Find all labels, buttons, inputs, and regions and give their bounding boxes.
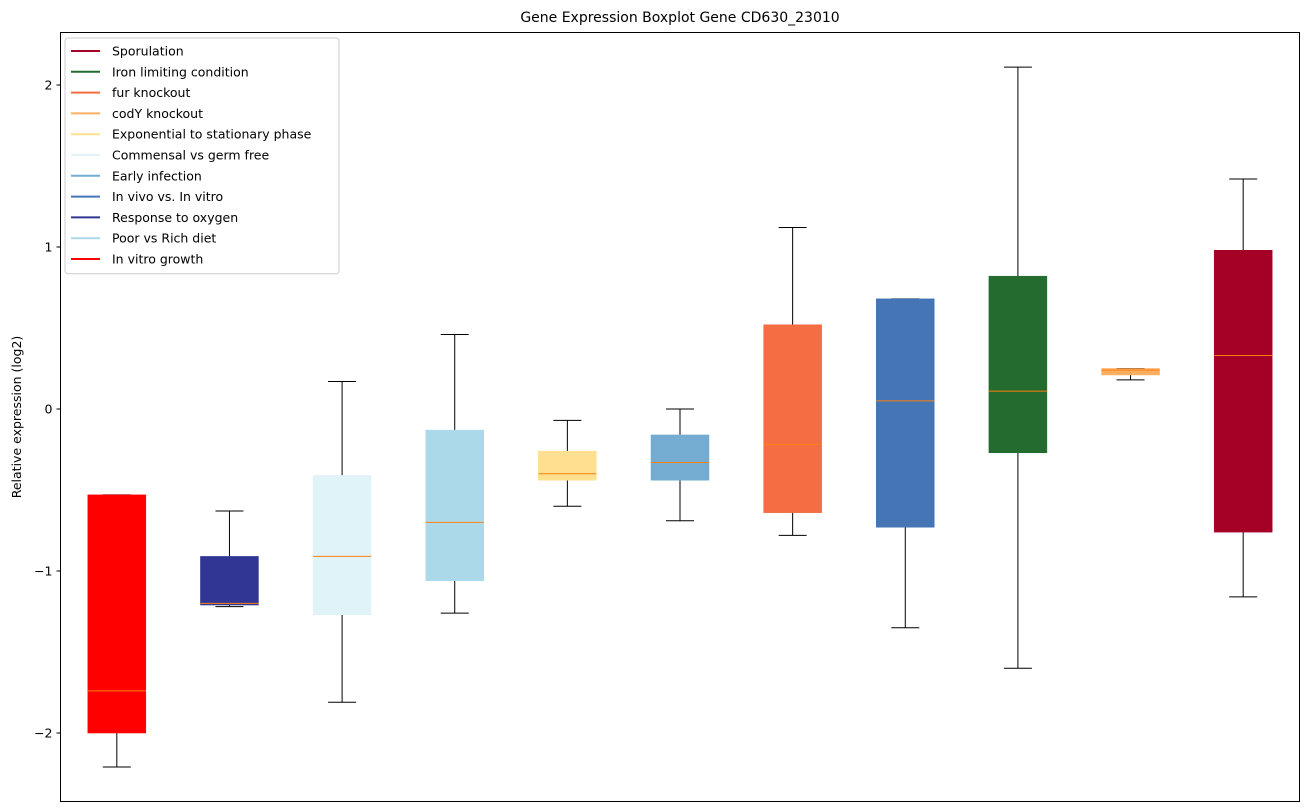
box-in-vitro-growth bbox=[87, 494, 147, 768]
box-iqr bbox=[763, 324, 822, 513]
legend-item: Poor vs Rich diet bbox=[71, 231, 216, 246]
box-iqr bbox=[1213, 249, 1273, 533]
boxes-group bbox=[87, 66, 1273, 768]
chart-title: Gene Expression Boxplot Gene CD630_23010 bbox=[520, 10, 839, 26]
box-exponential-to-stationary-phase bbox=[538, 419, 597, 507]
legend-label: Commensal vs germ free bbox=[112, 148, 269, 163]
legend-item: Response to oxygen bbox=[71, 210, 238, 225]
box-response-to-oxygen bbox=[200, 510, 259, 608]
box-in-vivo-vs-in-vitro bbox=[876, 298, 935, 629]
legend-item: Early infection bbox=[71, 168, 202, 183]
legend-label: Exponential to stationary phase bbox=[112, 127, 312, 142]
box-iron-limiting-condition bbox=[988, 66, 1048, 669]
y-tick-label: 1 bbox=[45, 240, 53, 255]
y-tick-label: −1 bbox=[34, 564, 52, 579]
y-axis: 2 1 0 −1 −2 bbox=[34, 78, 61, 741]
legend-item: In vitro growth bbox=[71, 252, 203, 267]
box-fur-knockout bbox=[763, 227, 822, 536]
plot-frame bbox=[60, 32, 1300, 802]
y-tick-label: 2 bbox=[45, 78, 53, 93]
legend-label: Poor vs Rich diet bbox=[112, 231, 216, 246]
y-tick-label: 0 bbox=[45, 402, 53, 417]
legend: Sporulation Iron limiting condition fur kn… bbox=[64, 37, 340, 275]
box-poor-vs-rich-diet bbox=[425, 333, 484, 614]
legend-label: fur knockout bbox=[112, 85, 190, 100]
box-iqr bbox=[200, 556, 259, 606]
y-tick-label: −2 bbox=[34, 726, 52, 741]
box-commensal-vs-germ-free bbox=[312, 380, 372, 703]
box-iqr bbox=[988, 275, 1048, 453]
box-iqr bbox=[312, 475, 372, 615]
box-iqr bbox=[425, 429, 484, 581]
box-iqr bbox=[650, 434, 710, 481]
legend-label: Sporulation bbox=[112, 44, 184, 59]
legend-item: Sporulation bbox=[71, 44, 184, 59]
legend-label: Iron limiting condition bbox=[112, 64, 249, 79]
y-axis-label: Relative expression (log2) bbox=[9, 336, 24, 499]
legend-item: codY knockout bbox=[71, 106, 203, 121]
legend-item: Iron limiting condition bbox=[71, 64, 249, 79]
legend-label: In vivo vs. In vitro bbox=[112, 189, 223, 204]
box-iqr bbox=[87, 494, 147, 734]
legend-item: In vivo vs. In vitro bbox=[71, 189, 223, 204]
legend-frame bbox=[64, 37, 340, 275]
box-iqr bbox=[876, 298, 935, 528]
legend-label: Response to oxygen bbox=[112, 210, 238, 225]
legend-item: fur knockout bbox=[71, 85, 190, 100]
legend-label: In vitro growth bbox=[112, 252, 203, 267]
legend-label: Early infection bbox=[112, 168, 202, 183]
box-iqr bbox=[538, 450, 597, 481]
legend-item: Exponential to stationary phase bbox=[71, 127, 312, 142]
legend-label: codY knockout bbox=[112, 106, 203, 121]
legend-item: Commensal vs germ free bbox=[71, 148, 269, 163]
box-iqr bbox=[1101, 368, 1160, 376]
box-sporulation bbox=[1213, 178, 1273, 598]
box-early-infection bbox=[650, 408, 710, 522]
box-cody-knockout bbox=[1101, 368, 1160, 381]
